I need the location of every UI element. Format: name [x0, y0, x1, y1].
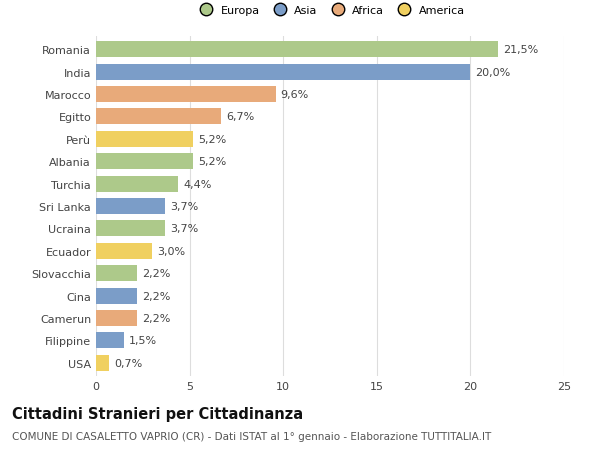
- Bar: [96, 131, 193, 147]
- Bar: [96, 176, 178, 192]
- Text: 21,5%: 21,5%: [503, 45, 538, 55]
- Bar: [96, 355, 109, 371]
- Text: 1,5%: 1,5%: [129, 336, 157, 346]
- Text: 3,7%: 3,7%: [170, 224, 198, 234]
- Text: 5,2%: 5,2%: [198, 157, 226, 167]
- Text: Cittadini Stranieri per Cittadinanza: Cittadini Stranieri per Cittadinanza: [12, 406, 303, 421]
- Text: 0,7%: 0,7%: [114, 358, 142, 368]
- Bar: [96, 333, 124, 349]
- Text: 2,2%: 2,2%: [142, 269, 170, 279]
- Bar: [96, 243, 152, 259]
- Bar: [96, 87, 276, 103]
- Text: 4,4%: 4,4%: [183, 179, 211, 189]
- Bar: [96, 288, 137, 304]
- Text: 5,2%: 5,2%: [198, 134, 226, 145]
- Bar: [96, 109, 221, 125]
- Bar: [96, 154, 193, 170]
- Bar: [96, 198, 165, 215]
- Text: 3,0%: 3,0%: [157, 246, 185, 256]
- Bar: [96, 310, 137, 326]
- Text: 2,2%: 2,2%: [142, 313, 170, 323]
- Text: 9,6%: 9,6%: [280, 90, 308, 100]
- Text: 20,0%: 20,0%: [475, 67, 511, 78]
- Bar: [96, 221, 165, 237]
- Text: COMUNE DI CASALETTO VAPRIO (CR) - Dati ISTAT al 1° gennaio - Elaborazione TUTTIT: COMUNE DI CASALETTO VAPRIO (CR) - Dati I…: [12, 431, 491, 442]
- Text: 3,7%: 3,7%: [170, 202, 198, 212]
- Legend: Europa, Asia, Africa, America: Europa, Asia, Africa, America: [191, 1, 469, 20]
- Bar: [96, 42, 499, 58]
- Text: 2,2%: 2,2%: [142, 291, 170, 301]
- Bar: [96, 266, 137, 282]
- Bar: [96, 64, 470, 80]
- Text: 6,7%: 6,7%: [226, 112, 254, 122]
